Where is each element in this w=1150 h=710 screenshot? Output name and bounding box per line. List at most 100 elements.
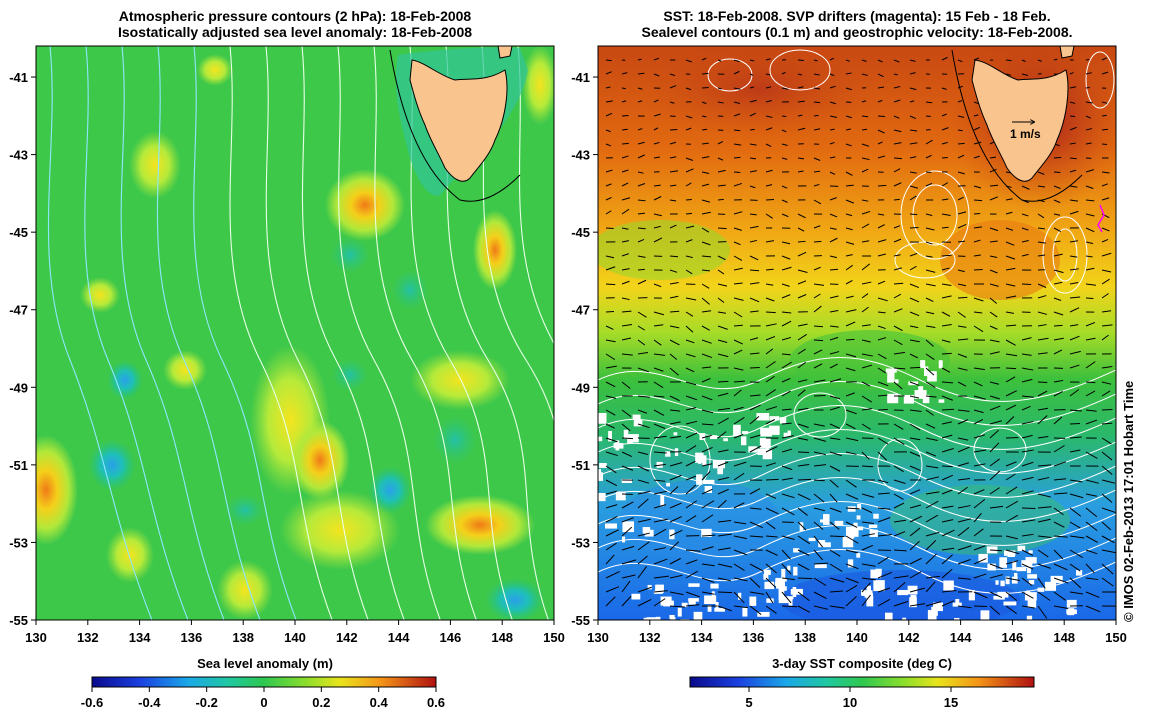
cloud-patch (861, 589, 866, 596)
velocity-arrow (989, 458, 1000, 467)
velocity-arrow (813, 73, 820, 76)
velocity-arrow (653, 423, 666, 430)
velocity-arrow (621, 323, 633, 327)
cloud-patch (769, 416, 780, 421)
velocity-arrow (781, 87, 789, 90)
sealevel-contour (894, 241, 956, 279)
velocity-arrow (1085, 227, 1095, 233)
velocity-arrow (861, 408, 873, 411)
sst-cb-tick-label: 5 (745, 695, 752, 710)
velocity-arrow (701, 283, 710, 289)
velocity-arrow (861, 240, 870, 243)
velocity-arrow (685, 339, 695, 344)
velocity-arrow (861, 100, 867, 103)
cloud-patch (670, 617, 676, 620)
cloud-patch (598, 423, 599, 428)
velocity-arrow (909, 353, 919, 359)
cloud-patch (615, 491, 626, 501)
velocity-arrow (605, 423, 615, 429)
velocity-arrow (605, 86, 611, 89)
velocity-arrow (717, 431, 727, 439)
velocity-arrow (1037, 59, 1042, 62)
velocity-arrow (797, 535, 811, 545)
velocity-arrow (957, 526, 970, 537)
velocity-arrow (1037, 493, 1051, 498)
velocity-arrow (797, 294, 807, 299)
velocity-arrow (893, 493, 904, 500)
velocity-arrow (1021, 240, 1029, 243)
velocity-arrow (701, 423, 714, 426)
velocity-arrow (1053, 269, 1064, 274)
pressure-contour-line (229, 46, 333, 620)
velocity-arrow (989, 240, 998, 243)
cloud-patch (914, 390, 927, 399)
velocity-arrow (941, 489, 953, 495)
velocity-arrow (717, 407, 730, 411)
velocity-arrow (765, 323, 777, 327)
cloud-patch (769, 425, 780, 435)
velocity-arrow (749, 605, 762, 615)
velocity-arrow (893, 437, 905, 445)
velocity-arrow (1101, 549, 1116, 554)
y-tick-label: -43 (571, 148, 590, 163)
cloud-patch (779, 417, 787, 424)
velocity-arrow (765, 406, 778, 411)
velocity-arrow (845, 264, 853, 271)
velocity-arrow (781, 422, 792, 425)
velocity-arrow (701, 86, 709, 89)
velocity-arrow (941, 295, 952, 299)
velocity-arrow (1021, 405, 1031, 411)
velocity-arrow (797, 157, 805, 160)
velocity-arrow (861, 465, 874, 468)
velocity-arrow (1037, 535, 1052, 538)
cloud-patch (864, 590, 873, 598)
velocity-arrow (1085, 101, 1093, 104)
velocity-arrow (861, 364, 873, 369)
velocity-arrow (973, 325, 984, 333)
velocity-arrow (925, 227, 935, 231)
cloud-patch (759, 438, 771, 449)
sealevel-contour (598, 405, 1116, 450)
sla-cb-tick-label: 0 (260, 695, 267, 710)
velocity-arrow (957, 223, 967, 229)
velocity-arrow (1005, 535, 1018, 540)
y-tick-label: -49 (9, 380, 28, 395)
cloud-patch (869, 593, 874, 600)
velocity-arrow (1021, 353, 1032, 356)
velocity-arrow (781, 115, 787, 118)
velocity-arrow (637, 498, 649, 509)
velocity-arrow (893, 325, 903, 332)
velocity-arrow (1005, 376, 1016, 383)
cloud-patch (693, 611, 703, 620)
velocity-arrow (701, 227, 710, 233)
velocity-arrow (685, 87, 692, 91)
velocity-arrow (1037, 185, 1046, 188)
velocity-arrow (669, 101, 675, 104)
velocity-arrow (701, 297, 710, 305)
velocity-arrow (829, 268, 839, 271)
velocity-arrow (717, 449, 729, 453)
velocity-arrow (685, 570, 698, 579)
velocity-arrow (861, 582, 871, 593)
cloud-patch (902, 617, 907, 620)
velocity-arrow (1069, 126, 1077, 131)
velocity-arrow (909, 339, 920, 343)
velocity-arrow (797, 127, 806, 131)
velocity-arrow (653, 184, 661, 187)
velocity-arrow (621, 100, 627, 103)
cloud-patch (660, 495, 665, 507)
velocity-arrow (1085, 419, 1098, 425)
velocity-arrow (605, 143, 612, 147)
cloud-patch (737, 592, 742, 600)
velocity-arrow (1037, 337, 1049, 341)
velocity-arrow (1037, 591, 1051, 601)
velocity-arrow (765, 297, 775, 302)
velocity-arrow (813, 394, 826, 397)
velocity-arrow (925, 255, 933, 258)
velocity-arrow (749, 297, 760, 303)
velocity-arrow (861, 168, 869, 173)
velocity-arrow (957, 269, 965, 273)
cloud-patch (808, 537, 816, 542)
velocity-arrow (909, 515, 923, 523)
velocity-arrow (941, 554, 953, 565)
